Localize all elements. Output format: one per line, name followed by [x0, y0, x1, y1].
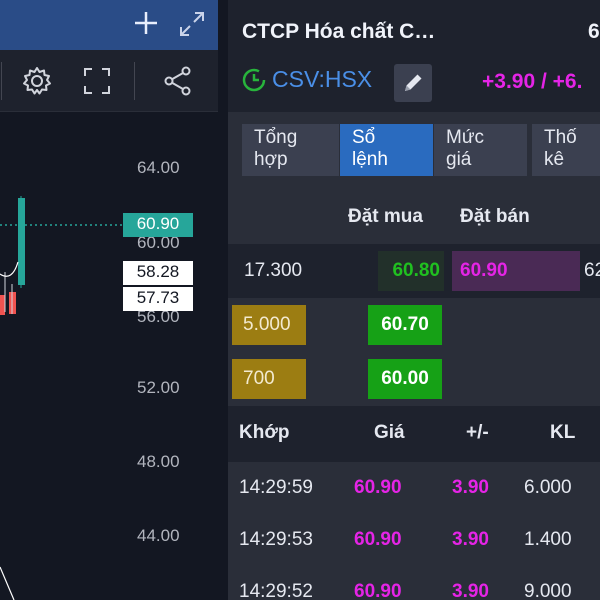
ask-volume: 62 — [584, 260, 600, 281]
bid-price[interactable]: 60.70 — [368, 305, 442, 345]
toolbar-divider — [134, 62, 135, 100]
axis-tick-label: 60.00 — [137, 233, 180, 252]
pencil-icon — [405, 74, 422, 91]
orderbook-row: 700 60.00 — [228, 352, 600, 406]
trade-change: 3.90 — [452, 529, 489, 550]
tab-label-line2: kê — [544, 149, 565, 170]
bid-volume: 17.300 — [244, 260, 303, 281]
trade-volume: 9.000 — [524, 581, 572, 600]
last-price-tag: 60.90 — [123, 213, 193, 237]
trade-volume: 6.000 — [524, 477, 572, 498]
tab-label-line2: giá — [446, 149, 472, 170]
stock-symbol[interactable]: CSV:HSX — [272, 66, 373, 92]
tab-statistics[interactable]: Thố kê — [532, 124, 600, 176]
chart-drawing-line — [0, 566, 15, 600]
bid-volume: 5.000 — [232, 305, 306, 345]
settings-gear-icon[interactable] — [21, 65, 53, 97]
trade-price: 60.90 — [354, 529, 402, 550]
trade-time: 14:29:53 — [239, 529, 313, 550]
expand-icon[interactable] — [178, 10, 206, 38]
trade-volume: 1.400 — [524, 529, 572, 550]
axis-tick-label: 44.00 — [137, 526, 180, 545]
crosshair-curve — [0, 261, 19, 277]
axis-tick-label: 48.00 — [137, 452, 180, 471]
trade-row: 14:29:52 60.90 3.90 9.000 — [228, 566, 600, 600]
add-icon[interactable] — [133, 10, 159, 36]
tab-label-line1: Mức — [446, 127, 485, 148]
trades-volume-header: KL — [550, 422, 576, 443]
trade-price: 60.90 — [354, 477, 402, 498]
chart-panel: 64.00 60.00 56.00 52.00 48.00 44.00 60.9… — [0, 0, 218, 600]
trades-change-header: +/- — [466, 422, 489, 443]
price-chart[interactable]: 64.00 60.00 56.00 52.00 48.00 44.00 — [0, 112, 218, 600]
current-price: 6 — [588, 20, 600, 43]
tab-overview[interactable]: Tổng hợp — [242, 124, 340, 176]
tab-label-line1: Sổ — [352, 127, 376, 148]
trade-price: 60.90 — [354, 581, 402, 600]
stock-info-panel: CTCP Hóa chất C… 6 CSV:HSX +3.90 / +6. T… — [228, 0, 600, 600]
orderbook-header: Đặt mua Đặt bán — [228, 196, 600, 240]
tab-bar: Tổng hợp Sổ lệnh Mức giá Thố kê — [242, 124, 600, 176]
cursor-high-tag: 58.28 — [123, 261, 193, 285]
bid-header: Đặt mua — [348, 206, 423, 227]
trades-time-header: Khớp — [239, 422, 290, 443]
bid-price[interactable]: 60.80 — [378, 251, 444, 291]
price-change: +3.90 / +6. — [482, 70, 583, 93]
company-name: CTCP Hóa chất C… — [242, 20, 436, 43]
ask-price[interactable]: 60.90 — [452, 251, 580, 291]
fullscreen-icon[interactable] — [81, 65, 113, 97]
trade-row: 14:29:59 60.90 3.90 6.000 — [228, 462, 600, 514]
clock-icon — [242, 68, 266, 92]
ask-header: Đặt bán — [460, 206, 530, 227]
cursor-low-tag: 57.73 — [123, 287, 193, 311]
axis-tick-label: 56.00 — [137, 307, 180, 326]
toolbar-divider — [1, 62, 2, 100]
trade-change: 3.90 — [452, 477, 489, 498]
axis-tick-label: 64.00 — [137, 158, 180, 177]
tab-label-line2: hợp — [254, 149, 288, 170]
tab-price-levels[interactable]: Mức giá — [434, 124, 528, 176]
stock-header: CTCP Hóa chất C… 6 CSV:HSX +3.90 / +6. — [228, 0, 600, 112]
share-icon[interactable] — [162, 65, 194, 97]
edit-button[interactable] — [394, 64, 432, 102]
bid-price[interactable]: 60.00 — [368, 359, 442, 399]
trade-change: 3.90 — [452, 581, 489, 600]
candle — [0, 295, 5, 315]
bid-volume: 700 — [232, 359, 306, 399]
tab-orderbook[interactable]: Sổ lệnh — [340, 124, 434, 176]
orderbook-row: 17.300 60.80 60.90 62 — [228, 244, 600, 298]
tab-label-line2: lệnh — [352, 149, 388, 170]
tab-label-line1: Thố — [544, 127, 577, 148]
trades-price-header: Giá — [374, 422, 405, 443]
trade-time: 14:29:52 — [239, 581, 313, 600]
chart-toolbar — [0, 50, 218, 112]
trade-row: 14:29:53 60.90 3.90 1.400 — [228, 514, 600, 566]
axis-tick-label: 52.00 — [137, 378, 180, 397]
tab-label-line1: Tổng — [254, 127, 298, 148]
trade-time: 14:29:59 — [239, 477, 313, 498]
orderbook-row: 5.000 60.70 — [228, 298, 600, 352]
trades-header: Khớp Giá +/- KL — [228, 406, 600, 462]
chart-title-bar — [0, 0, 218, 50]
